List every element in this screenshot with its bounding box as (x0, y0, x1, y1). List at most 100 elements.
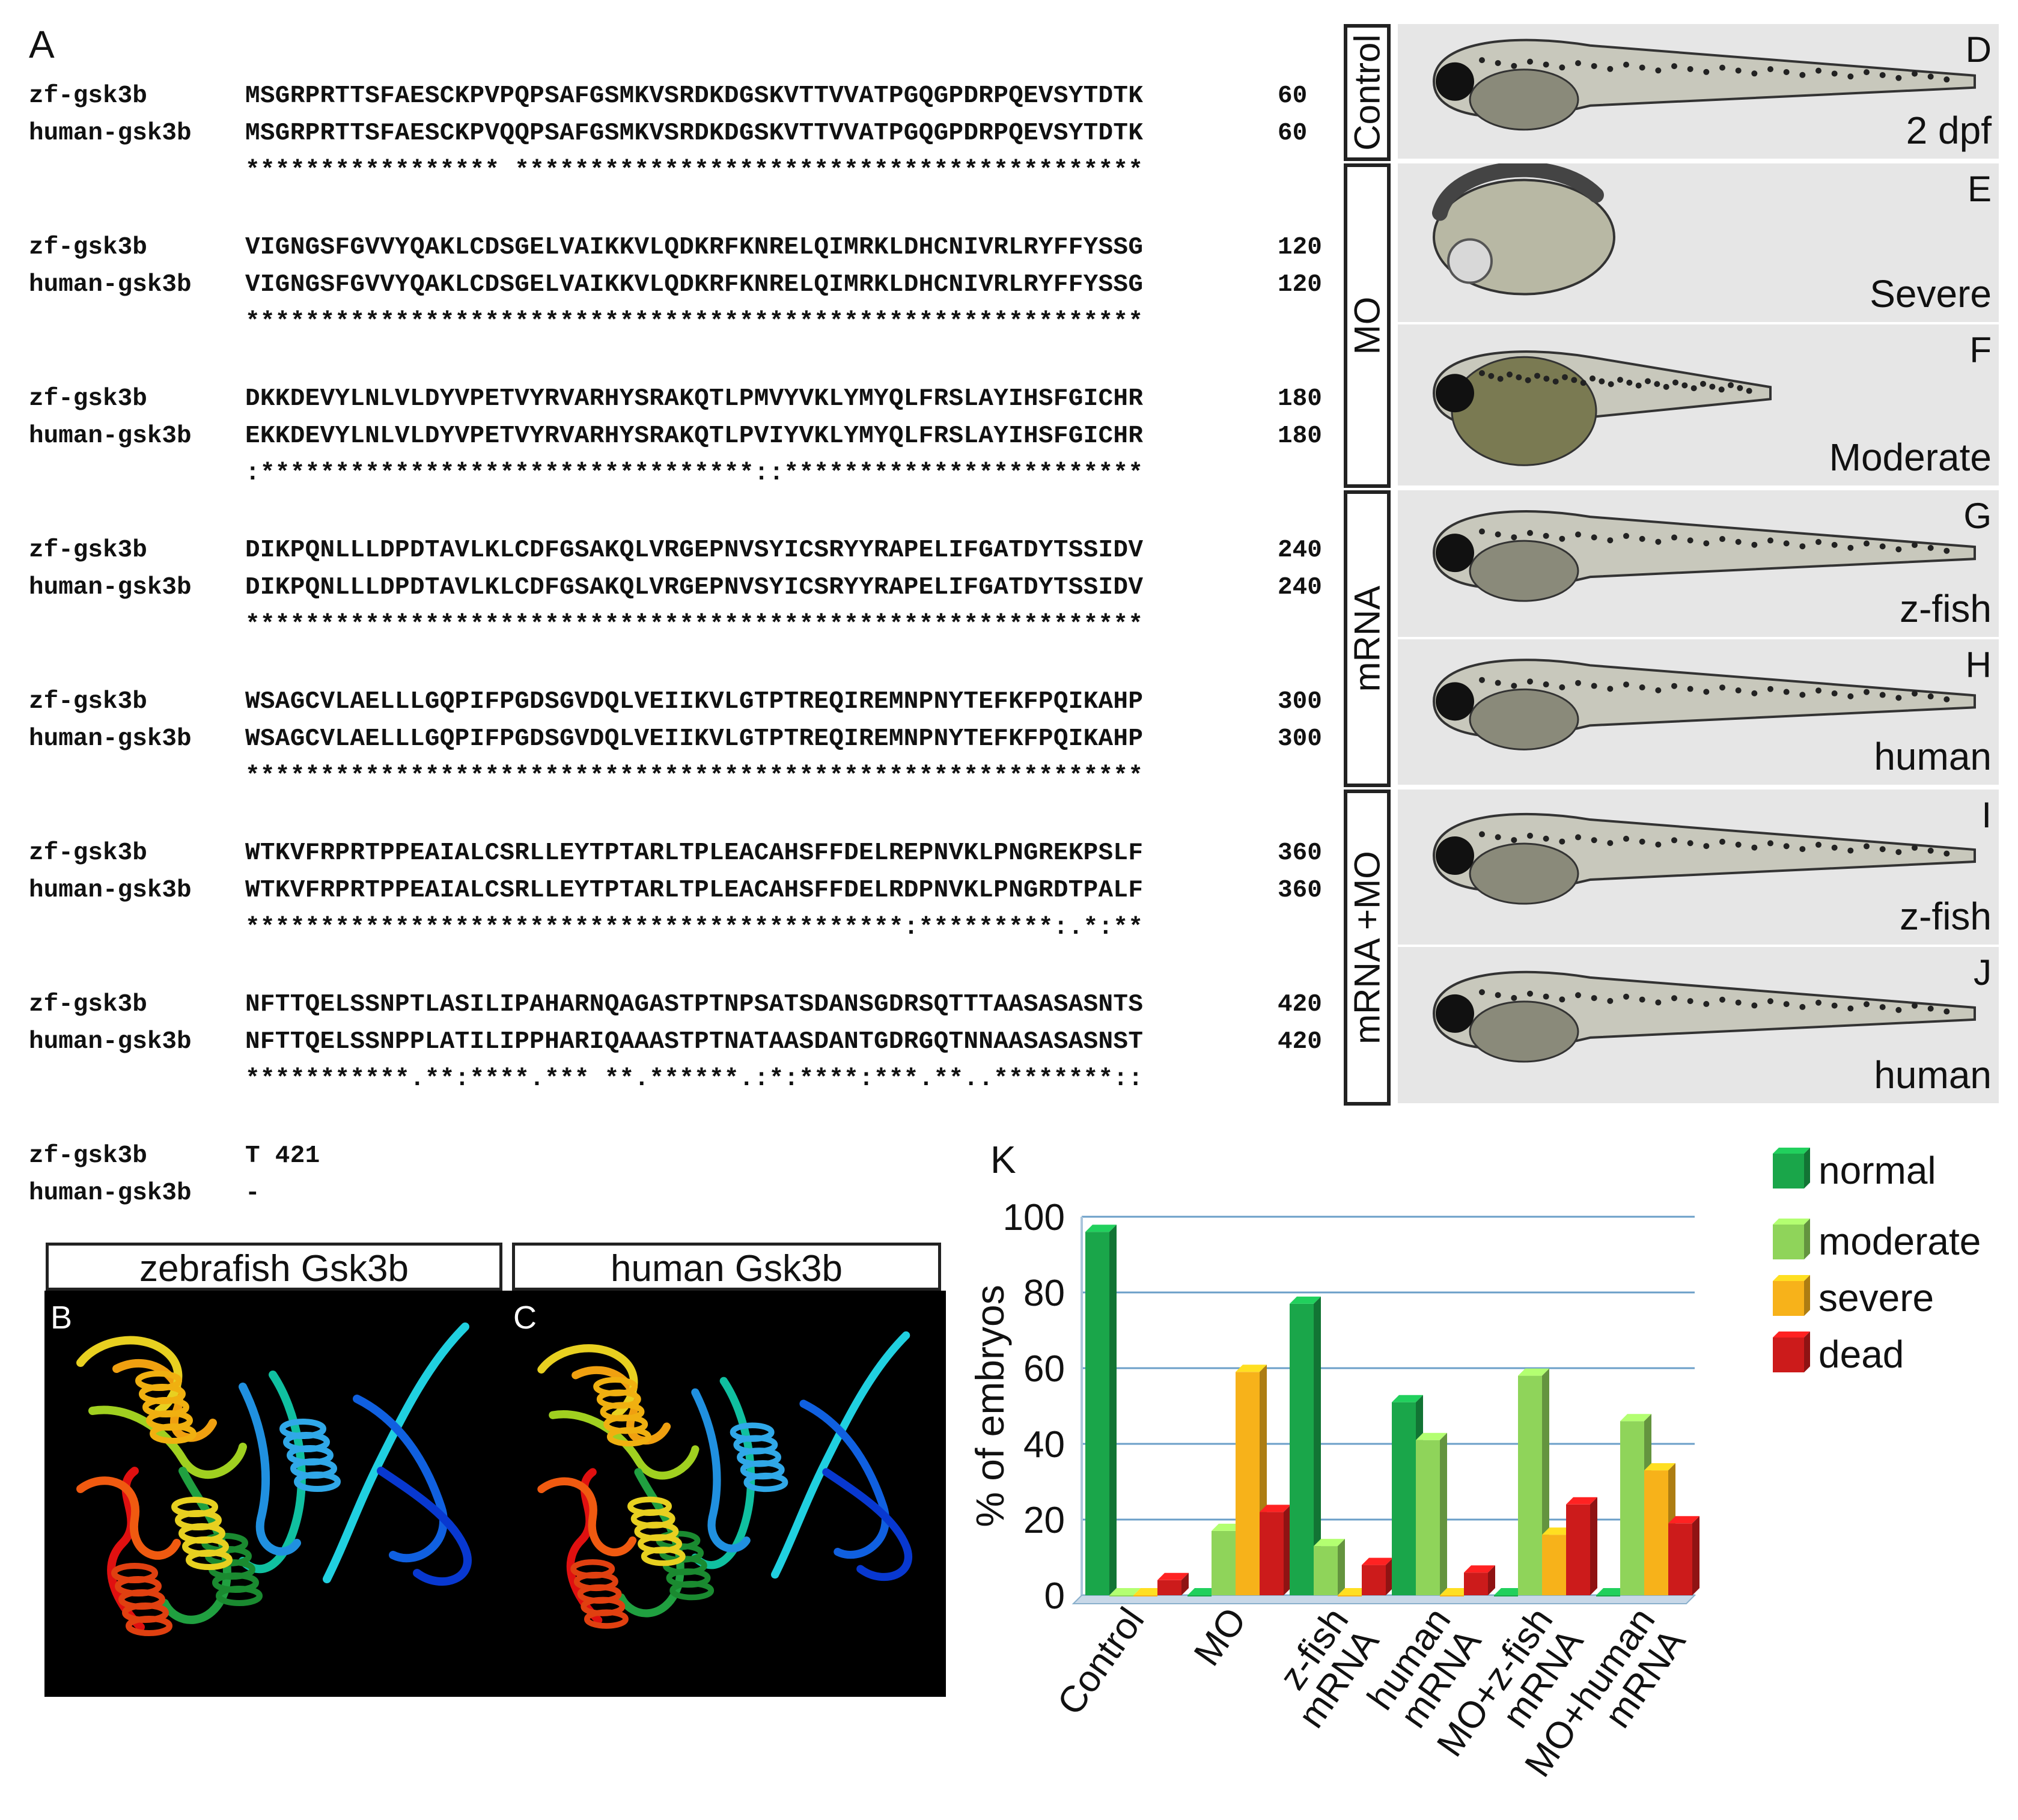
embryo-drawing (1432, 510, 1976, 602)
residue-number: 60 (1278, 120, 1308, 147)
sequence-text: DKKDEVYLNLVLDYVPETVYRVARHYSRAKQTLPMVYVKL… (245, 385, 1144, 413)
residue-number: 360 (1278, 839, 1322, 867)
sequence-alignment: zf-gsk3b MSGRPRTTSFAESCKPVPQPSAFGSMKVSRDK… (29, 78, 1339, 1216)
sequence-name: human-gsk3b (29, 422, 192, 450)
zebrafish-protein-structure: B (44, 1291, 507, 1697)
embryo-drawing (1432, 350, 1772, 466)
condition-label: Moderate (1829, 436, 1992, 479)
svg-text:severe: severe (1818, 1276, 1934, 1319)
condition-label: 2 dpf (1906, 109, 1992, 152)
sequence-name: zf-gsk3b (29, 839, 147, 867)
panel-label: J (1974, 952, 1992, 993)
condition-label: human (1874, 1053, 1992, 1097)
conservation-line: ****************************************… (245, 914, 1144, 942)
bar-normal (1085, 1225, 1117, 1595)
sequence-name: zf-gsk3b (29, 688, 147, 716)
sequence-name: human-gsk3b (29, 120, 192, 147)
embryo-drawing (1432, 659, 1976, 750)
legend-item-severe: severe (1773, 1275, 1934, 1319)
conservation-line: ***************** **********************… (245, 157, 1144, 184)
embryo-image-d: D 2 dpf (1398, 24, 1999, 161)
sequence-name: human-gsk3b (29, 1179, 192, 1207)
y-tick-label: 0 (1044, 1575, 1065, 1617)
bar-moderate (1416, 1432, 1447, 1595)
condition-label: Severe (1870, 272, 1992, 315)
protein-ribbon-image (537, 1331, 912, 1629)
panel-label-b: B (50, 1300, 73, 1336)
group-label-text: mRNA (1347, 585, 1388, 692)
alignment-tail-block: zf-gsk3b T 421 human-gsk3b - (29, 1138, 1339, 1216)
conservation-line: ****************************************… (245, 762, 1144, 790)
conservation-line: ***********.**:****.*** **.******.:*:***… (245, 1065, 1144, 1093)
sequence-name: zf-gsk3b (29, 991, 147, 1018)
conservation-line: :*********************************::****… (245, 460, 1144, 487)
x-tick-label: MO (1186, 1600, 1255, 1673)
sequence-name: zf-gsk3b (29, 385, 147, 413)
bar-dead (1464, 1565, 1495, 1595)
sequence-text: T 421 (245, 1142, 320, 1170)
bar-severe (1440, 1588, 1471, 1596)
sequence-text: DIKPQNLLLDPDTAVLKLCDFGSAKQLVRGEPNVSYICSR… (245, 574, 1144, 601)
embryo-drawing (1432, 970, 1976, 1063)
bar-dead (1566, 1497, 1597, 1595)
sequence-text: MSGRPRTTSFAESCKPVQQPSAFGSMKVSRDKDGSKVTTV… (245, 120, 1144, 147)
residue-number: 360 (1278, 877, 1322, 904)
group-label-text: Control (1347, 34, 1388, 151)
bar-severe (1133, 1588, 1165, 1596)
sequence-text: NFTTQELSSNPTLASILIPAHARNQAGASTPTNPSATSDA… (245, 991, 1144, 1018)
bar-normal (1187, 1588, 1219, 1596)
conservation-line: ****************************************… (245, 308, 1144, 336)
y-tick-label: 60 (1023, 1348, 1065, 1390)
bar-normal (1290, 1296, 1321, 1595)
group-label-mo: MO (1344, 163, 1391, 488)
sequence-name: human-gsk3b (29, 271, 192, 299)
svg-text:moderate: moderate (1818, 1220, 1981, 1263)
zebrafish-structure-title: zebrafish Gsk3b (46, 1243, 502, 1291)
condition-label: z-fish (1900, 895, 1992, 938)
sequence-name: human-gsk3b (29, 574, 192, 601)
embryo-phenotype-chart: 0 20 40 60 80 100 % of embryos Control MO z-fishm… (968, 1148, 1981, 1785)
legend-item-moderate: moderate (1773, 1219, 1981, 1263)
sequence-name: zf-gsk3b (29, 82, 147, 110)
sequence-name: human-gsk3b (29, 877, 192, 904)
alignment-block: zf-gsk3b DKKDEVYLNLVLDYVPETVYRVARHYSRAKQT… (29, 381, 1339, 532)
embryo-drawing (1432, 38, 1976, 131)
sequence-text: DIKPQNLLLDPDTAVLKLCDFGSAKQLVRGEPNVSYICSR… (245, 537, 1144, 564)
embryo-phenotype-panel: Control MO mRNA mRNA +MO D 2 dpf E Severe F M… (1344, 24, 2000, 1106)
legend-item-dead: dead (1773, 1332, 1904, 1376)
residue-number: 180 (1278, 385, 1322, 413)
x-tick-label: Control (1049, 1600, 1152, 1722)
residue-number: 240 (1278, 574, 1322, 601)
sequence-text: EKKDEVYLNLVLDYVPETVYRVARHYSRAKQTLPVIYVKL… (245, 422, 1144, 450)
y-axis-label: % of embryos (968, 1285, 1012, 1527)
residue-number: 180 (1278, 422, 1322, 450)
panel-label: G (1963, 496, 1992, 536)
bar-moderate (1518, 1368, 1549, 1595)
alignment-block: zf-gsk3b VIGNGSFGVVYQAKLCDSGELVAIKKVLQDKR… (29, 230, 1339, 381)
alignment-block: zf-gsk3b NFTTQELSSNPTLASILIPAHARNQAGASTPT… (29, 987, 1339, 1138)
panel-label: F (1969, 330, 1992, 370)
sequence-text: - (245, 1179, 260, 1207)
sequence-text: WSAGCVLAELLLGQPIFPGDSGVDQLVEIIKVLGTPTREQ… (245, 688, 1144, 716)
bar-dead (1157, 1572, 1189, 1595)
condition-label: human (1874, 735, 1992, 778)
panel-label: H (1965, 645, 1992, 685)
group-label-text: mRNA +MO (1347, 851, 1388, 1044)
panel-label: I (1981, 795, 1992, 835)
alignment-block: zf-gsk3b MSGRPRTTSFAESCKPVPQPSAFGSMKVSRDK… (29, 78, 1339, 230)
group-label-text: MO (1347, 296, 1388, 355)
residue-number: 420 (1278, 1028, 1322, 1056)
group-label-mrna: mRNA (1344, 490, 1391, 787)
residue-number: 120 (1278, 234, 1322, 261)
embryo-image-f: F Moderate (1398, 324, 1999, 488)
sequence-text: NFTTQELSSNPPLATILIPPHARIQAAASTPTNATAASDA… (245, 1028, 1144, 1056)
sequence-text: VIGNGSFGVVYQAKLCDSGELVAIKKVLQDKRFKNRELQI… (245, 234, 1144, 261)
panel-label-k: K (990, 1138, 1016, 1181)
embryo-image-e: E Severe (1398, 163, 1999, 324)
human-protein-structure: C (507, 1291, 946, 1697)
panel-label: E (1967, 169, 1992, 209)
residue-number: 300 (1278, 725, 1322, 753)
